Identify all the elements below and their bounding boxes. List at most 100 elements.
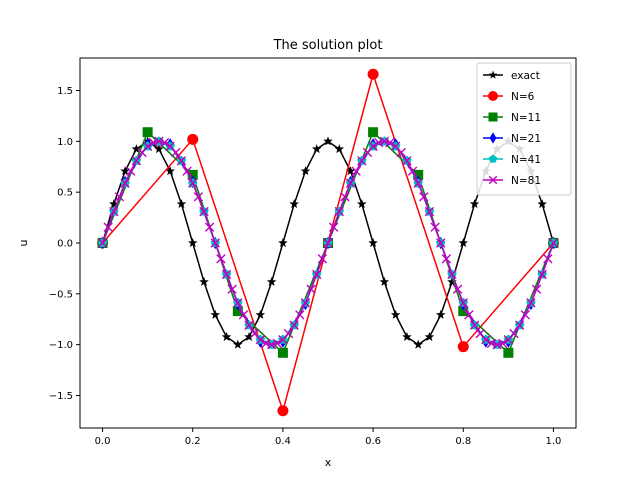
x-tick-label: 0.2 (185, 436, 201, 447)
x-tick-label: 0.0 (95, 436, 111, 447)
data-point (289, 320, 299, 330)
data-point (278, 238, 288, 248)
data-point (543, 254, 553, 264)
series-n-81 (97, 136, 559, 350)
data-point (368, 238, 378, 248)
data-point (233, 298, 243, 308)
data-point (199, 206, 209, 217)
data-point (188, 178, 198, 188)
data-point (407, 166, 418, 176)
data-point (283, 328, 294, 339)
data-point (457, 341, 469, 353)
data-point (345, 166, 356, 176)
data-point (351, 166, 361, 176)
legend-entry: N=6 (483, 91, 535, 103)
series-layer (97, 68, 559, 417)
data-point (368, 127, 379, 138)
y-tick-label: −1.0 (49, 340, 73, 351)
data-point (424, 206, 435, 217)
data-point (277, 347, 288, 358)
legend: exact N=6 N=11 N=21 N=41 N=81 (476, 62, 572, 196)
legend-label: exact (511, 70, 540, 82)
data-point (464, 310, 474, 320)
data-point (187, 133, 199, 145)
data-point (447, 276, 457, 286)
legend-marker (488, 175, 498, 185)
data-point (109, 206, 119, 217)
data-point (300, 166, 311, 176)
data-point (334, 206, 344, 217)
data-point (402, 156, 412, 166)
data-point (131, 156, 142, 166)
data-point (142, 127, 153, 138)
legend-entry: N=21 (483, 132, 541, 145)
x-tick-label: 0.8 (455, 436, 471, 447)
data-point (537, 269, 547, 280)
data-point (334, 144, 345, 154)
data-point (148, 137, 158, 148)
data-point (368, 141, 378, 152)
data-point (120, 166, 130, 176)
legend-label: N=11 (511, 112, 541, 124)
data-point (514, 320, 525, 330)
x-axis-label: x (325, 456, 332, 469)
data-point (244, 331, 254, 341)
data-point (498, 338, 508, 349)
data-point (261, 338, 271, 349)
legend-label: N=41 (511, 154, 541, 166)
data-point (295, 310, 305, 320)
legend-label: N=81 (511, 175, 541, 187)
data-point (441, 254, 452, 264)
data-point (413, 339, 423, 349)
data-point (379, 276, 390, 286)
data-point (221, 269, 232, 280)
data-point (469, 320, 480, 330)
data-point (300, 298, 311, 308)
legend-marker (489, 132, 497, 144)
data-point (396, 147, 406, 158)
chart-title: The solution plot (273, 38, 383, 53)
data-point (402, 331, 412, 341)
data-point (509, 328, 519, 339)
data-point (289, 199, 299, 209)
legend-entry: exact (483, 70, 540, 82)
y-tick-label: 1.5 (57, 86, 73, 97)
data-point (199, 276, 209, 286)
data-point (154, 144, 164, 154)
data-point (277, 405, 289, 417)
legend-marker (488, 154, 498, 163)
data-point (210, 238, 220, 248)
data-point (306, 284, 316, 294)
y-axis-label: u (17, 240, 30, 247)
legend-entry: N=81 (483, 175, 541, 187)
data-point (312, 269, 322, 280)
data-point (436, 238, 446, 248)
data-point (435, 309, 446, 319)
data-point (481, 334, 491, 345)
data-point (126, 166, 136, 176)
data-point (238, 310, 249, 320)
data-point (204, 222, 215, 232)
data-point (548, 238, 559, 248)
data-point (385, 137, 395, 148)
data-point (526, 298, 536, 308)
data-point (357, 156, 367, 166)
data-point (520, 310, 530, 320)
data-point (311, 144, 322, 154)
legend-label: N=6 (511, 91, 535, 103)
data-point (266, 339, 277, 350)
data-point (537, 199, 547, 209)
data-point (492, 339, 502, 350)
data-point (216, 254, 226, 264)
x-axis: 0.0 0.2 0.4 0.6 0.8 1.0 (95, 428, 561, 447)
data-point (345, 178, 356, 188)
data-point (357, 199, 367, 209)
data-point (97, 238, 108, 248)
y-tick-label: −0.5 (49, 289, 73, 300)
y-tick-label: −1.5 (49, 391, 73, 402)
data-point (182, 166, 192, 176)
data-point (458, 298, 468, 308)
y-tick-label: 0.0 (57, 239, 73, 250)
data-point (131, 144, 142, 154)
data-point (486, 338, 497, 349)
